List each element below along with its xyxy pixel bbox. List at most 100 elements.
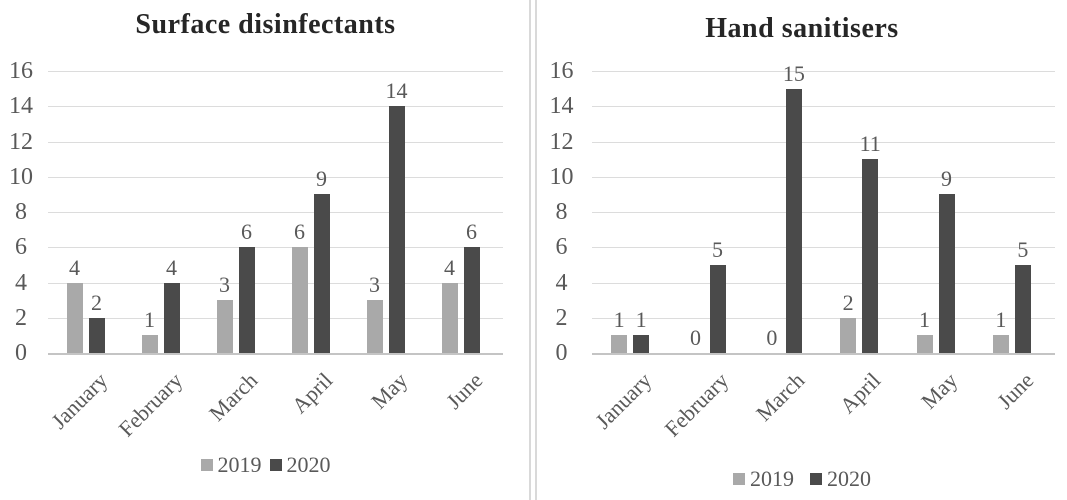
x-axis-label-april: April [834,367,886,419]
y-axis-tick-label: 10 [9,163,33,190]
bar-2020-june [1014,264,1031,353]
gridline [48,176,503,178]
x-axis-label-january: January [45,367,112,434]
legend-swatch-icon [200,459,213,471]
y-axis-tick-label: 12 [549,128,574,155]
data-label-2019-june: 1 [995,307,1007,333]
x-axis-label-february: February [658,367,733,442]
gridline [592,317,1055,319]
bar-2019-april [840,317,857,353]
bar-2020-january [88,317,105,353]
data-label-2019-march: 3 [219,272,230,298]
bar-2020-april [862,159,879,353]
y-axis-tick-label: 16 [549,58,574,84]
x-axis-label-march: March [750,367,810,426]
y-axis-tick-label: 8 [555,199,568,225]
gridline [48,317,503,319]
y-axis-tick-label: 6 [15,234,27,261]
bar-2019-june [441,282,458,353]
x-axis-label-february: February [112,367,187,442]
chart-title: Hand sanitisers [705,13,899,44]
bar-2020-february [163,282,180,353]
x-axis-label-may: May [365,367,412,414]
bar-2020-march [238,247,255,353]
y-axis-tick-label: 2 [555,304,568,331]
chart-panel-hand-sanitisers: Hand sanitisers 0 2 4 6 8 10 12 14 16 1 1 January 0 5… [537,0,1067,500]
x-axis-line [592,353,1055,355]
bar-2020-april [313,194,330,353]
x-axis-label-march: March [203,367,262,426]
y-axis-tick-label: 4 [555,269,568,296]
bar-2019-january [66,282,83,353]
bar-2020-may [938,194,955,353]
data-label-2020-april: 11 [859,131,881,157]
data-label-2019-april: 6 [294,219,305,245]
bar-2020-march [785,88,802,353]
data-label-2019-march: 0 [766,325,778,350]
bar-2019-may [916,335,933,353]
y-axis-tick-label: 2 [15,304,27,331]
y-axis-tick-label: 14 [9,93,33,120]
legend-swatch-icon [269,459,282,471]
bar-2019-february [141,335,158,353]
chart-title: Surface disinfectants [135,9,396,40]
y-axis-tick-label: 6 [555,234,568,261]
gridline [48,282,503,284]
x-axis-label-june: June [991,367,1039,414]
legend-label: 2020 [827,466,871,491]
bar-2020-february [709,264,726,353]
data-label-2020-february: 4 [166,254,177,280]
plot-area: 0 2 4 6 8 10 12 14 16 1 1 January 0 5 February 0 15 March… [537,0,1067,500]
data-label-2020-may: 14 [385,78,408,104]
y-axis-tick-label: 12 [9,128,33,155]
y-axis-tick-label: 0 [555,340,568,366]
data-label-2020-march: 6 [241,219,252,245]
gridline [48,106,503,108]
data-label-2019-january: 1 [613,307,625,333]
chart-panel-surface-disinfectants: Surface disinfectants 0 2 4 6 8 10 12 14 16 4 2 Jan… [0,0,531,500]
gridline [48,212,503,213]
data-label-2019-may: 1 [919,307,930,333]
legend-item-2020: 2020 [810,466,871,492]
bar-2019-january [611,335,628,353]
bar-2019-june [992,335,1009,353]
x-axis-label-may: May [915,367,962,414]
gridline [48,141,503,143]
y-axis-tick-label: 16 [9,58,33,84]
gridline [48,247,503,249]
gridline [592,71,1055,72]
data-label-2019-june: 4 [444,254,455,280]
gridline [592,282,1055,284]
gridline [592,106,1055,108]
data-label-2019-february: 0 [690,325,701,350]
data-label-2020-june: 5 [1017,236,1029,262]
bar-2019-april [291,247,308,353]
legend-swatch-icon [733,473,745,485]
gridline [48,71,503,72]
chart-legend: 2019 2020 [0,452,531,478]
legend-swatch-icon [810,473,822,485]
legend-item-2020: 2020 [269,452,331,478]
legend-item-2019: 2019 [733,466,794,492]
bar-2020-may [388,106,405,353]
y-axis-tick-label: 14 [549,93,574,120]
bar-2020-june [463,247,480,353]
y-axis-tick-label: 10 [549,163,574,190]
plot-area: 0 2 4 6 8 10 12 14 16 4 2 January 1 4 February 3 6 March 6… [0,0,531,500]
x-axis-line [48,353,503,355]
data-label-2020-january: 2 [91,289,102,315]
y-axis-tick-label: 0 [15,340,27,366]
bar-2020-january [633,335,650,353]
gridline [592,176,1055,178]
chart-legend: 2019 2020 [537,466,1067,492]
bar-2019-march [216,300,233,353]
x-axis-label-april: April [286,367,337,419]
data-label-2020-may: 9 [941,166,952,192]
data-label-2019-february: 1 [144,307,155,333]
data-label-2019-january: 4 [69,254,80,280]
data-label-2020-january: 1 [635,307,647,333]
x-axis-label-june: June [440,367,487,414]
legend-label: 2019 [750,466,794,491]
data-label-2019-may: 3 [369,272,380,298]
